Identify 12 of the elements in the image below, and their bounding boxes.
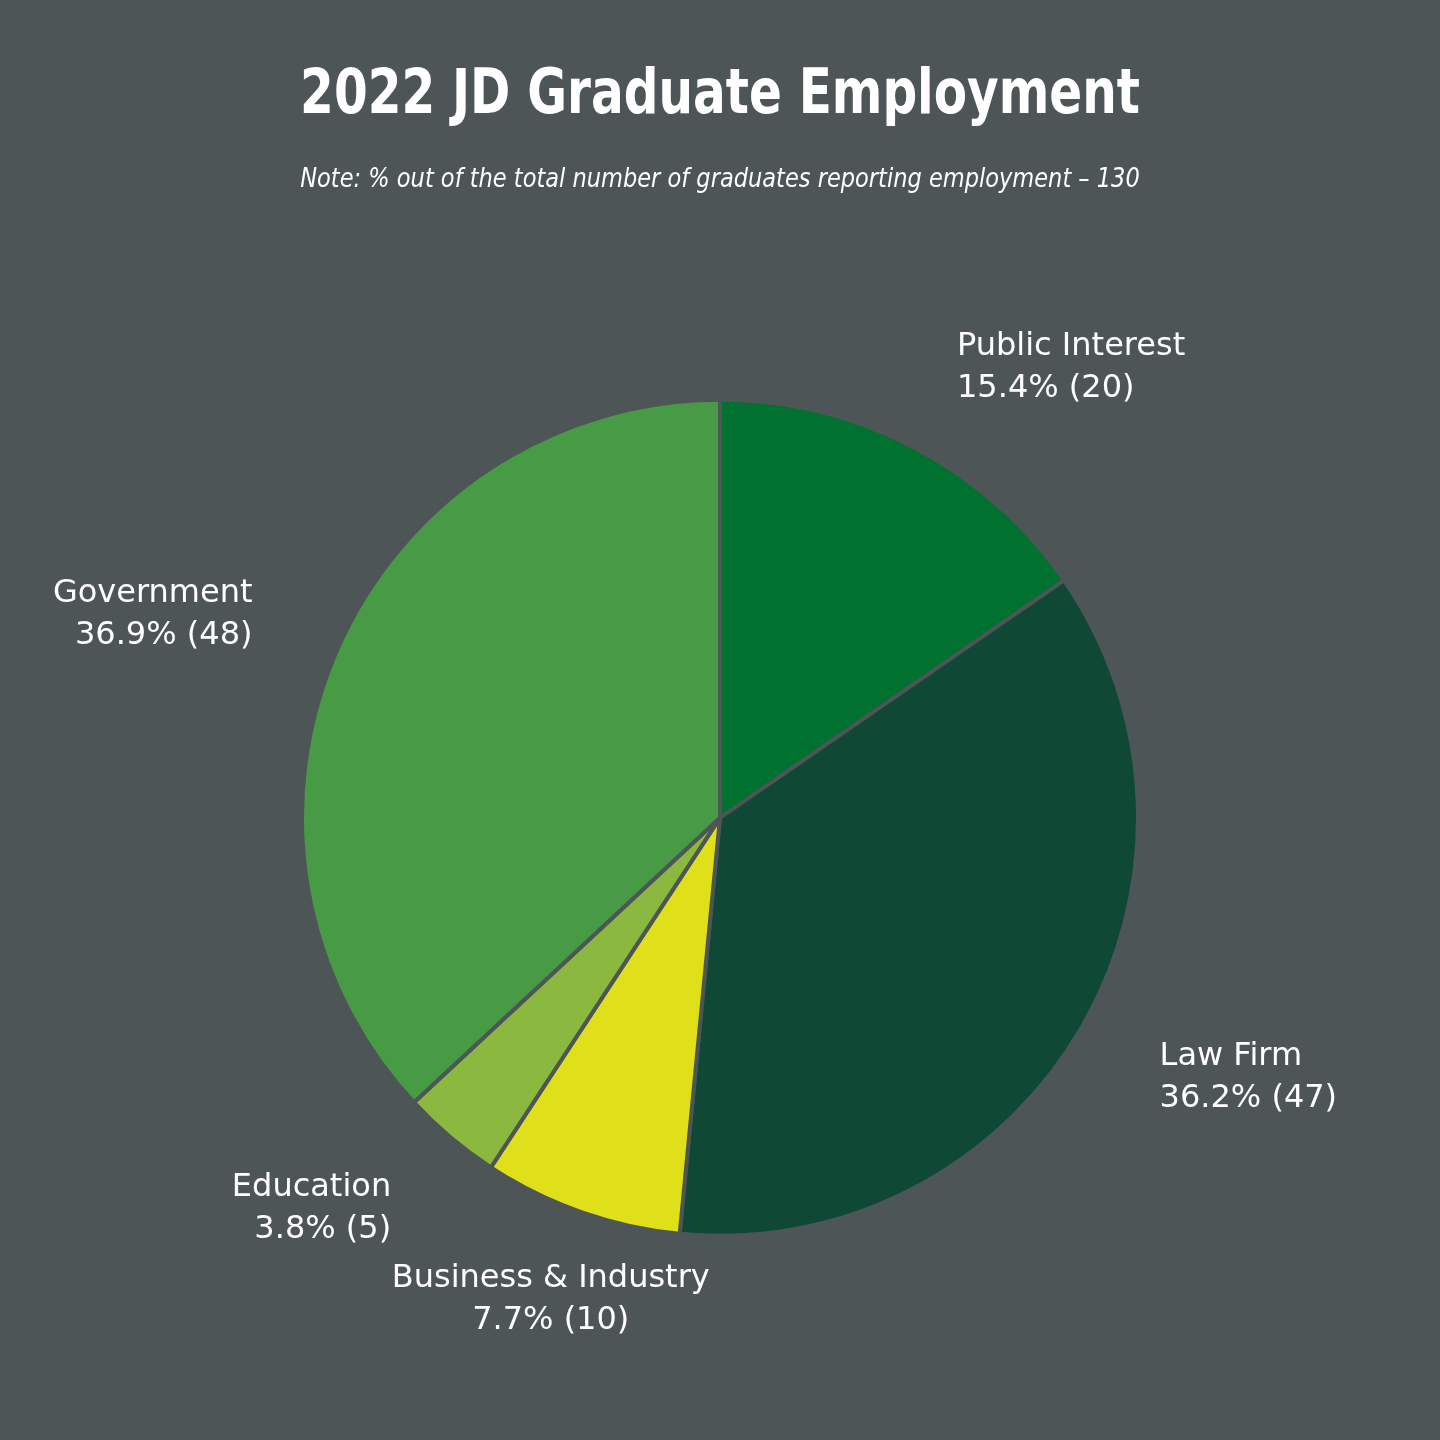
slice-label: Government <box>52 572 253 611</box>
data-label: 15.4% (20) <box>956 366 1135 405</box>
slice-label: Business & Industry <box>391 1257 710 1296</box>
chart-subtitle: Note: % out of the total number of graduates reporting employment – 130 <box>300 162 1140 194</box>
slice-label: Law Firm <box>1159 1034 1303 1073</box>
data-label: 3.8% (5) <box>254 1207 392 1246</box>
data-label: 36.2% (47) <box>1159 1076 1338 1115</box>
chart-title: 2022 JD Graduate Employment <box>300 55 1140 128</box>
slice-label: Public Interest <box>956 324 1186 363</box>
data-label: 7.7% (10) <box>472 1299 630 1338</box>
slice-label: Education <box>231 1165 392 1204</box>
data-label: 36.9% (48) <box>74 614 253 653</box>
